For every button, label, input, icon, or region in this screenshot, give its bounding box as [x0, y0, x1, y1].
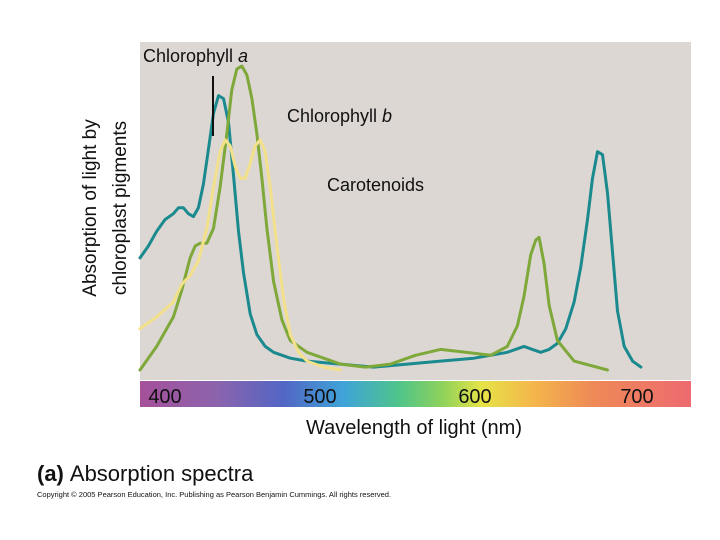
visible-spectrum-bar: [140, 381, 691, 407]
x-tick-labels: 400 500 600 700: [148, 386, 653, 408]
series-layer: [138, 64, 643, 372]
series-line-chlorophyll-b: [138, 64, 609, 372]
x-tick-label-600: 600: [458, 386, 491, 408]
series-line-carotenoids: [138, 138, 342, 372]
x-axis-label: Wavelength of light (nm): [306, 417, 522, 439]
y-axis-label-line-1: Absorption of light by: [80, 119, 101, 297]
series-label-chlorophyll-a: Chlorophyll a: [143, 46, 248, 66]
copyright-note: Copyright © 2005 Pearson Education, Inc.…: [37, 490, 391, 499]
panel-caption: (a) Absorption spectra: [37, 461, 254, 486]
x-tick-label-500: 500: [303, 386, 336, 408]
x-tick-label-700: 700: [620, 386, 653, 408]
y-axis-label-line-2: chloroplast pigments: [110, 121, 131, 295]
series-label-carotenoids: Carotenoids: [327, 175, 424, 195]
y-axis-label: Absorption of light by chloroplast pigme…: [80, 119, 131, 297]
x-tick-label-400: 400: [148, 386, 181, 408]
label-layer: Chlorophyll a Chlorophyll b Carotenoids: [143, 46, 424, 195]
series-label-chlorophyll-b: Chlorophyll b: [287, 106, 392, 126]
series-line-chlorophyll-a: [138, 94, 643, 369]
